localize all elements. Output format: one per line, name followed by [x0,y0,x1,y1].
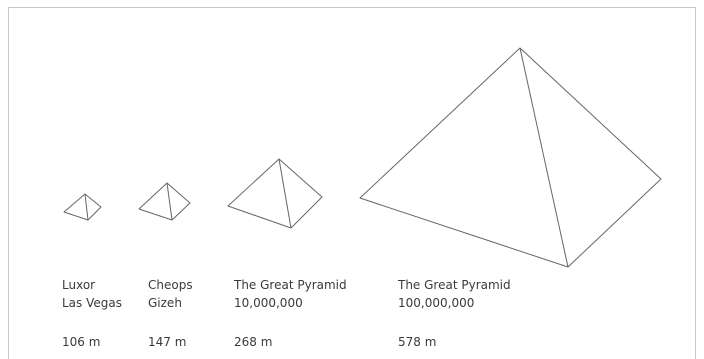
pyramid-height-label: 578 m [398,335,437,349]
pyramid-name-label: The Great Pyramid [398,278,511,292]
pyramid-great-100m [359,47,662,268]
pyramid-name-label: Cheops [148,278,193,292]
pyramid-great-10m [227,158,323,229]
pyramid-luxor [63,193,102,221]
pyramid-cheops [138,182,191,221]
pyramid-location-label: Gizeh [148,296,182,310]
pyramid-height-label: 106 m [62,335,101,349]
pyramid-location-label: 100,000,000 [398,296,475,310]
pyramid-name-label: The Great Pyramid [234,278,347,292]
pyramid-height-label: 147 m [148,335,187,349]
pyramid-name-label: Luxor [62,278,96,292]
pyramid-location-label: 10,000,000 [234,296,303,310]
pyramid-height-label: 268 m [234,335,273,349]
pyramid-location-label: Las Vegas [62,296,122,310]
